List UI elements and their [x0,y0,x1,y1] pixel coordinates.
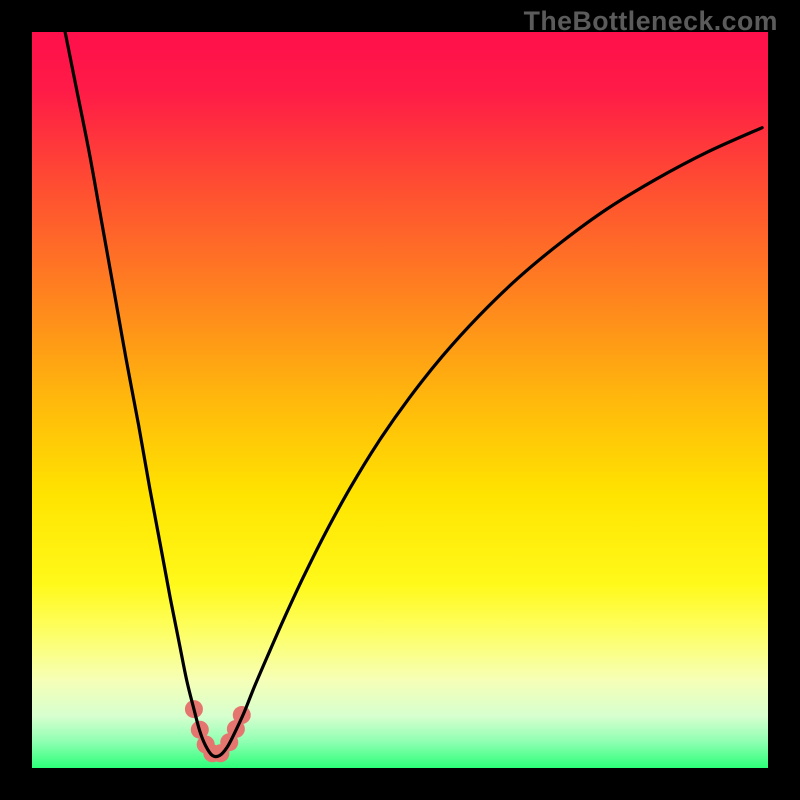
gradient-background [32,32,768,768]
outer-frame: TheBottleneck.com [0,0,800,800]
watermark-text: TheBottleneck.com [524,6,778,37]
plot-area [32,32,768,768]
